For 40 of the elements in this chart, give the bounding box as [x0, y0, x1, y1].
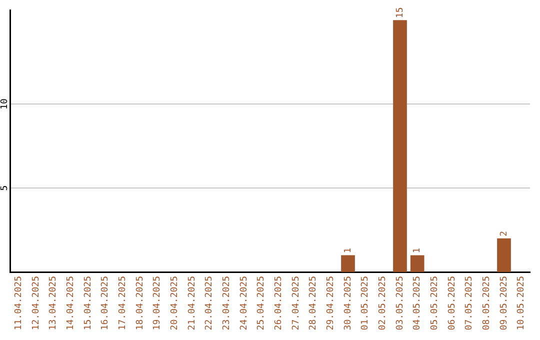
x-tick-label: 03.05.2025	[395, 276, 406, 330]
x-tick-label: 05.05.2025	[430, 276, 440, 330]
x-tick-label: 17.04.2025	[118, 276, 128, 330]
x-tick-label: 13.04.2025	[48, 276, 59, 330]
bar	[497, 238, 511, 272]
y-tick-label: 5	[0, 185, 10, 191]
data-label: 1	[412, 248, 423, 254]
bar	[393, 20, 407, 272]
x-tick-label: 14.04.2025	[66, 276, 76, 330]
x-tick-label: 08.05.2025	[482, 276, 492, 330]
x-tick-label: 28.04.2025	[308, 276, 319, 330]
x-tick-label: 19.04.2025	[152, 276, 163, 330]
x-tick-label: 21.04.2025	[187, 276, 198, 330]
x-tick-label: 16.04.2025	[100, 276, 111, 330]
x-tick-label: 10.05.2025	[516, 276, 527, 330]
x-tick-label: 20.04.2025	[170, 276, 180, 330]
data-label: 15	[395, 7, 406, 18]
x-tick-label: 30.04.2025	[343, 276, 354, 330]
x-tick-label: 24.04.2025	[239, 276, 250, 330]
x-tick-label: 23.04.2025	[222, 276, 232, 330]
x-tick-label: 07.05.2025	[464, 276, 475, 330]
x-tick-label: 12.04.2025	[31, 276, 42, 330]
x-tick-label: 01.05.2025	[360, 276, 371, 330]
x-tick-label: 09.05.2025	[499, 276, 510, 330]
x-tick-label: 22.04.2025	[204, 276, 215, 330]
bar	[341, 255, 355, 272]
x-tick-label: 06.05.2025	[447, 276, 458, 330]
x-tick-label: 18.04.2025	[135, 276, 146, 330]
data-label: 1	[343, 248, 354, 254]
x-tick-label: 15.04.2025	[83, 276, 94, 330]
x-tick-label: 11.04.2025	[14, 276, 24, 330]
bar	[410, 255, 424, 272]
x-tick-label: 29.04.2025	[326, 276, 336, 330]
x-tick-label: 25.04.2025	[256, 276, 267, 330]
x-tick-label: 02.05.2025	[378, 276, 388, 330]
x-tick-label: 26.04.2025	[274, 276, 284, 330]
x-tick-label: 27.04.2025	[291, 276, 302, 330]
y-tick-label: 10	[0, 98, 10, 110]
x-tick-label: 04.05.2025	[412, 276, 423, 330]
data-label: 2	[499, 230, 510, 236]
